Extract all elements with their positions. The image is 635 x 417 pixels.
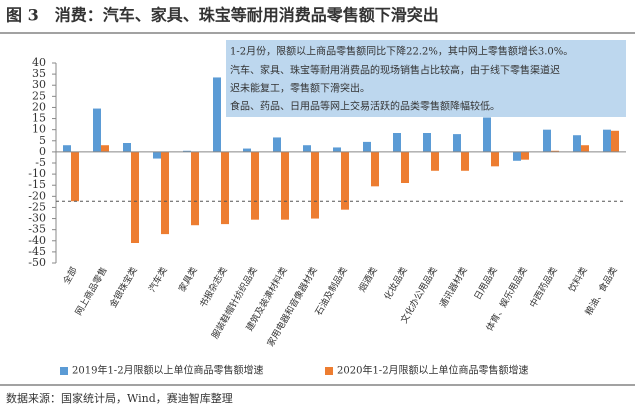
bar [303, 145, 311, 152]
y-tick-label: -10 [28, 167, 46, 180]
x-tick-label: 金银珠宝类 [107, 265, 140, 310]
y-tick-label: 0 [39, 145, 46, 158]
x-tick-label: 日用品类 [471, 265, 499, 302]
chart-title: 图 3 消费：汽车、家具、珠宝等耐用消费品零售额下滑突出 [6, 6, 439, 25]
bar [551, 150, 559, 152]
bar [131, 151, 139, 243]
y-tick-label: 15 [32, 112, 46, 125]
y-tick-label: -5 [35, 156, 46, 169]
y-tick-label: -35 [28, 223, 46, 236]
legend-label: 2019年1-2月限额以上单位商品零售额增速 [72, 364, 264, 377]
y-tick-label: 20 [32, 100, 46, 113]
y-tick-label: 40 [32, 56, 46, 69]
bar [573, 135, 581, 152]
bar [363, 141, 371, 152]
bar [521, 151, 529, 160]
x-tick-label: 书报杂志类 [197, 265, 230, 310]
bar [341, 151, 349, 210]
x-tick-label: 通讯器材类 [437, 265, 470, 310]
bar [461, 151, 469, 171]
annotation: 迟未能复工，零售额下滑突出。 [230, 82, 370, 95]
x-tick-label: 全部 [60, 265, 79, 287]
bar [191, 151, 199, 226]
bar [311, 151, 319, 219]
x-tick-label: 汽车类 [146, 265, 170, 294]
bar [581, 145, 589, 152]
bar [483, 117, 491, 152]
bar [513, 151, 521, 161]
bar [183, 150, 191, 152]
y-tick-label: -20 [28, 189, 46, 202]
y-tick-label: 5 [39, 134, 46, 147]
bar [603, 129, 611, 152]
bar [491, 151, 499, 167]
bar [123, 143, 131, 152]
y-tick-label: 30 [32, 78, 46, 91]
legend-swatch [325, 367, 333, 375]
bar [401, 151, 409, 183]
legend-swatch [60, 367, 68, 375]
x-tick-label: 家具类 [176, 265, 200, 294]
source: 数据来源：国家统计局，Wind，赛迪智库整理 [6, 391, 233, 405]
y-tick-label: -50 [28, 256, 46, 269]
annotation: 汽车、家具、珠宝等耐用消费品的现场销售占比较高，由于线下零售渠道迟 [230, 64, 560, 77]
bar [243, 148, 251, 152]
bar [93, 108, 101, 152]
bar [371, 151, 379, 187]
y-tick-label: -40 [28, 234, 46, 247]
y-tick-label: -30 [28, 212, 46, 225]
bar [251, 151, 259, 220]
bar [543, 129, 551, 152]
bar [153, 151, 161, 159]
y-tick-label: -15 [28, 178, 46, 191]
bar [273, 137, 281, 152]
y-tick-label: 35 [32, 67, 46, 80]
bar [281, 151, 289, 220]
x-tick-label: 烟酒类 [356, 265, 380, 294]
legend-label: 2020年1-2月限额以上单位商品零售额增速 [337, 364, 529, 377]
bar [161, 151, 169, 235]
bar [393, 133, 401, 152]
bar [431, 151, 439, 171]
bar [611, 130, 619, 152]
x-tick-label: 化妆品类 [381, 265, 409, 302]
annotation: 1-2月份，限额以上商品零售额同比下降22.2%，其中网上零售额增长3.0%。 [230, 45, 573, 58]
annotation-box [226, 40, 626, 117]
y-tick-label: -45 [28, 245, 46, 258]
x-tick-label: 饮料类 [566, 265, 590, 294]
x-tick-label: 家用电器和音像器材类 [264, 265, 319, 349]
bar [213, 77, 221, 152]
bar [63, 145, 71, 152]
x-tick-label: 中西药品类 [527, 265, 560, 310]
bar [423, 133, 431, 152]
bar [71, 151, 79, 202]
bar [333, 147, 341, 152]
y-tick-label: 10 [32, 123, 46, 136]
bar [101, 145, 109, 152]
annotation: 食品、药品、日用品等网上交易活跃的品类零售额降幅较低。 [230, 100, 500, 113]
bar [221, 151, 229, 225]
bar [453, 134, 461, 152]
y-tick-label: -25 [28, 200, 46, 213]
y-tick-label: 25 [32, 89, 46, 102]
